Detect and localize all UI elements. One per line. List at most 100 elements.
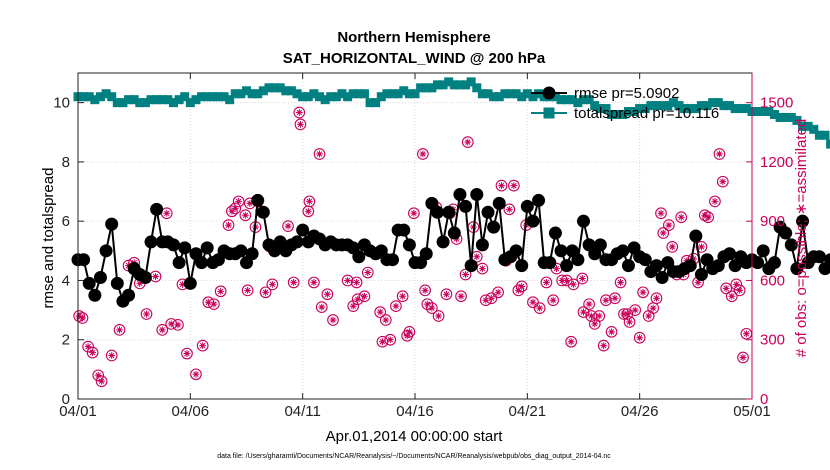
obs-marker-star — [536, 304, 544, 312]
rmse-marker — [256, 205, 270, 219]
totalspread-marker — [185, 98, 195, 108]
totalspread-marker — [197, 92, 207, 102]
totalspread-marker — [781, 112, 791, 122]
totalspread-marker — [691, 104, 701, 114]
obs-marker — [181, 347, 193, 360]
rmse-marker — [548, 226, 562, 240]
obs-marker-circle — [341, 274, 354, 287]
totalspread-marker — [455, 80, 465, 90]
totalspread-marker — [612, 109, 622, 119]
obs-marker-circle — [716, 175, 729, 188]
rmse-marker — [756, 244, 770, 258]
rmse-marker — [554, 244, 568, 258]
totalspread-marker — [365, 98, 375, 108]
obs-marker-star — [318, 303, 326, 311]
totalspread-marker — [348, 89, 358, 99]
obs-marker-circle — [408, 207, 420, 220]
y2-tick-label: 600 — [760, 272, 785, 289]
obs-marker-circle — [140, 308, 153, 320]
obs-marker-circle — [600, 294, 612, 307]
obs-marker-star — [290, 279, 298, 286]
obs-marker — [282, 220, 294, 232]
obs-marker-circle — [379, 314, 392, 326]
rmse-marker — [290, 235, 304, 249]
obs-marker-circle — [156, 323, 169, 336]
rmse-marker — [178, 241, 192, 255]
obs-marker-star — [498, 182, 505, 190]
rmse-marker — [430, 205, 444, 219]
obs-marker-circle — [417, 148, 429, 160]
obs-marker-star — [419, 150, 427, 158]
rmse-marker — [818, 262, 830, 276]
obs-marker-circle — [350, 276, 363, 289]
obs-marker-circle — [222, 219, 235, 231]
obs-marker — [576, 272, 589, 285]
rmse-marker — [515, 259, 529, 273]
obs-marker — [232, 195, 245, 208]
obs-marker-circle — [675, 211, 688, 224]
obs-marker-star — [98, 377, 105, 385]
x-tick-label: 04/01 — [59, 403, 97, 420]
obs-marker-circle — [432, 310, 445, 322]
obs-marker-circle — [737, 351, 749, 364]
obs-marker-star — [639, 288, 647, 296]
obs-marker-circle — [695, 241, 708, 253]
obs-marker-star — [361, 292, 368, 300]
rmse-marker — [593, 238, 607, 252]
totalspread-marker — [725, 101, 735, 111]
rmse-marker — [99, 244, 113, 258]
obs-marker-circle — [95, 375, 108, 388]
obs-marker-circle — [655, 207, 667, 220]
obs-marker-star — [645, 312, 653, 320]
obs-marker-circle — [226, 205, 238, 218]
obs-marker — [105, 349, 118, 362]
totalspread-marker — [798, 121, 808, 131]
obs-marker-star — [626, 318, 633, 326]
obs-marker — [593, 310, 606, 322]
obs-marker — [374, 306, 387, 318]
totalspread-marker — [663, 101, 673, 111]
y-tick-label: 0 — [62, 391, 70, 408]
rmse-marker — [183, 276, 197, 290]
obs-marker — [600, 294, 612, 307]
obs-marker-circle — [725, 290, 738, 303]
obs-marker-star — [295, 109, 303, 116]
rmse-marker — [520, 199, 534, 213]
obs-marker — [702, 211, 715, 224]
obs-marker-circle — [293, 106, 306, 119]
obs-marker-circle — [419, 284, 431, 297]
obs-marker — [403, 325, 416, 338]
totalspread-marker — [202, 92, 212, 102]
obs-marker-circle — [650, 292, 663, 305]
obs-marker — [605, 325, 618, 338]
totalspread-marker — [298, 92, 308, 102]
axes: 04/01 04/06 04/11 04/16 04/21 04/26 05/0102468… — [53, 72, 793, 420]
totalspread-marker — [354, 89, 364, 99]
obs-marker — [327, 314, 339, 326]
rmse-marker — [122, 288, 136, 302]
obs-marker-star — [405, 328, 413, 336]
rmse-marker — [767, 256, 781, 270]
rmse-marker — [352, 250, 366, 264]
rmse-marker — [251, 193, 265, 207]
totalspread-marker — [242, 86, 251, 96]
obs-marker — [716, 175, 729, 188]
y2-tick-label: 300 — [760, 332, 785, 349]
obs-marker-star — [462, 271, 469, 278]
obs-marker — [650, 292, 663, 305]
rmse-marker — [616, 244, 630, 258]
obs-marker-star — [399, 292, 407, 300]
totalspread-marker — [702, 101, 712, 111]
totalspread-marker — [163, 95, 173, 105]
rmse-marker — [824, 253, 830, 267]
obs-marker — [358, 290, 371, 303]
rmse-marker — [105, 217, 119, 231]
rmse-marker — [723, 247, 737, 261]
obs-marker-circle — [485, 292, 498, 305]
obs-marker-star — [349, 302, 357, 310]
obs-marker — [222, 219, 235, 231]
obs-marker-circle — [302, 205, 315, 218]
totalspread-marker — [483, 89, 493, 99]
totalspread-marker — [696, 101, 706, 111]
obs-marker-star — [353, 279, 360, 286]
